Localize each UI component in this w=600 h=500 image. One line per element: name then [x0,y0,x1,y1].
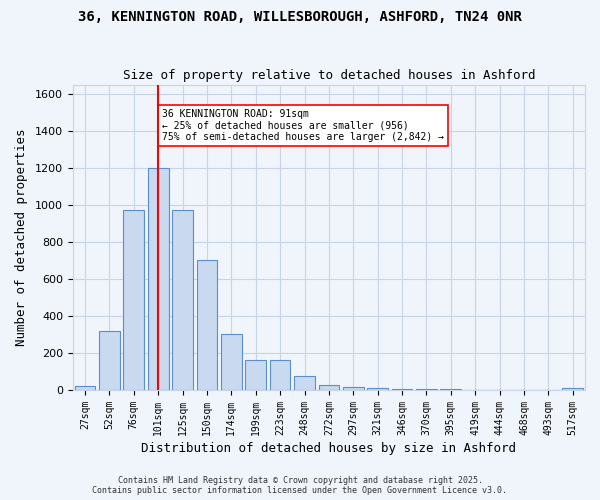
Title: Size of property relative to detached houses in Ashford: Size of property relative to detached ho… [122,69,535,82]
Bar [319,386,339,390]
Bar [343,388,364,390]
Bar [367,388,388,390]
Y-axis label: Number of detached properties: Number of detached properties [15,128,28,346]
X-axis label: Distribution of detached houses by size in Ashford: Distribution of detached houses by size … [142,442,517,455]
Bar [221,334,242,390]
Bar [270,360,290,390]
Bar [440,389,461,390]
Text: Contains HM Land Registry data © Crown copyright and database right 2025.
Contai: Contains HM Land Registry data © Crown c… [92,476,508,495]
Bar [392,389,412,390]
Bar [124,210,144,390]
Bar [74,386,95,390]
Bar [172,210,193,390]
Bar [245,360,266,390]
Text: 36, KENNINGTON ROAD, WILLESBOROUGH, ASHFORD, TN24 0NR: 36, KENNINGTON ROAD, WILLESBOROUGH, ASHF… [78,10,522,24]
Bar [562,388,583,390]
Bar [99,331,120,390]
Bar [294,376,315,390]
Bar [416,389,437,390]
Bar [148,168,169,390]
Bar [197,260,217,390]
Text: 36 KENNINGTON ROAD: 91sqm
← 25% of detached houses are smaller (956)
75% of semi: 36 KENNINGTON ROAD: 91sqm ← 25% of detac… [162,108,444,142]
